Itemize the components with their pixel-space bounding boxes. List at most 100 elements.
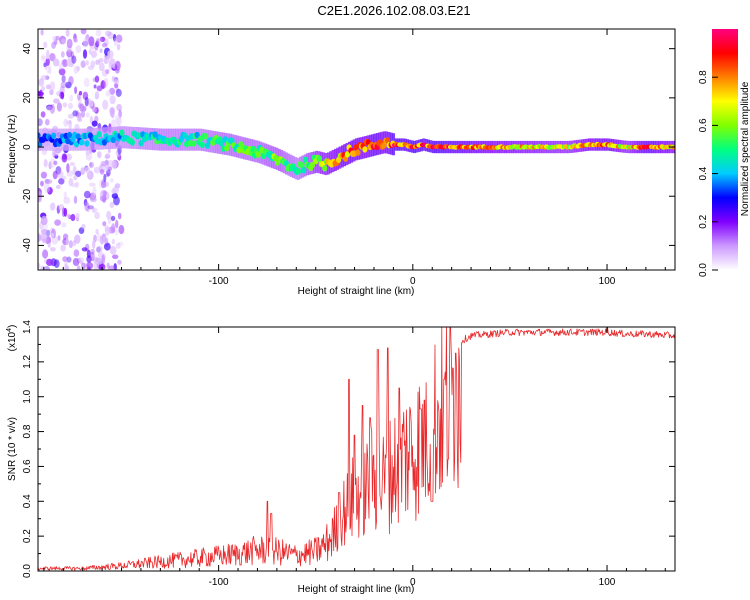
spectrogram-x-tick-label: 0 [410,276,416,287]
spectrogram-noise-cell [49,158,56,169]
spectrogram-panel: -100 0 100 -40 -20 0 20 40 Height of straight l… [7,28,676,297]
spectrogram-noise-cell [111,75,116,82]
spectrogram-halo-cell [194,128,197,151]
spectrogram-noise-cell [66,213,71,219]
spectrogram-noise-cell [77,257,85,263]
spectrogram-noise-cell [78,227,85,235]
spectrogram-noise-cell [98,178,105,189]
spectrogram-noise-cell [80,111,86,118]
spectrogram-noise-cell [46,64,50,74]
spectrogram-y-label: Frequency (Hz) [7,115,18,184]
spectrogram-noise-cell [76,265,81,270]
spectrogram-ridge-cell [129,139,135,146]
spectrogram-noise-cell [83,38,89,48]
spectrogram-noise-cell [105,153,111,159]
spectrogram-noise-cell [97,37,103,44]
spectrogram-noise-cell [86,266,91,270]
spectrogram-halo-cell [86,128,90,151]
spectrogram-y-tick-label: 0 [22,144,33,150]
spectrogram-noise-cell [46,49,50,60]
spectrogram-halo-cell [75,128,79,151]
spectrogram-halo-cell [84,128,88,151]
spectrogram-noise-cell [40,171,48,179]
spectrogram-noise-cell [54,219,61,226]
spectrogram-noise-cell [104,226,111,236]
spectrogram-noise-cell [58,68,66,76]
spectrogram-noise-cell [61,222,67,228]
spectrogram-noise-cell [63,263,69,270]
spectrogram-ridge-cell [119,129,125,136]
spectrogram-ridge-cell [362,146,368,153]
spectrogram-noise-cell [40,228,48,235]
spectrogram-noise-cell [117,241,124,246]
spectrogram-noise-cell [38,118,43,127]
spectrogram-noise-cell [89,161,95,169]
spectrogram-noise-cell [57,235,61,241]
spectrogram-noise-cell [38,78,44,84]
spectrogram-x-tick-label: -100 [209,276,229,287]
spectrogram-noise-cell [55,184,61,190]
spectrogram-noise-cell [45,118,50,126]
spectrogram-noise-cell [66,170,74,177]
spectrogram-noise-cell [90,197,97,203]
spectrogram-noise-cell [58,178,65,185]
spectrogram-noise-cell [72,258,80,266]
spectrogram-noise-cell [74,86,78,94]
colorbar-label: Normalized spectral amplitude [740,81,750,216]
spectrogram-noise-cell [80,167,86,176]
spectrogram-noise-cell [84,166,91,174]
spectrogram-noise-cell [108,265,116,270]
snr-panel: -100 0 100 0.0 0.2 0.4 0.6 0.8 1.0 1.2 1.4 Height … [6,320,676,595]
spectrogram-noise-cell [107,148,111,154]
spectrogram-noise-cell [92,207,96,214]
spectrogram-noise-cell [100,169,105,175]
spectrogram-noise-cell [48,161,52,170]
spectrogram-noise-cell [103,242,111,251]
spectrogram-noise-cell [106,169,111,177]
spectrogram-noise-cell [92,186,97,197]
snr-scale-label: (x104) [6,325,18,352]
spectrogram-noise-cell [109,107,116,115]
snr-scale-exponent: 4 [6,328,13,332]
spectrogram-noise-cell [45,179,53,184]
spectrogram-noise-cell [81,247,88,252]
spectrogram-noise-cell [86,262,94,270]
spectrogram-ridge-cell [79,139,85,146]
spectrogram-noise-cell [69,94,74,102]
spectrogram-noise-cell [101,69,108,77]
spectrogram-noise-cell [99,36,106,42]
spectrogram-noise-cell [61,154,68,163]
spectrogram-noise-cell [109,245,117,255]
spectrogram-noise-cell [88,182,96,187]
spectrogram-noise-cell [109,58,116,68]
spectrogram-noise-cell [115,242,121,249]
spectrogram-noise-cell [98,62,105,72]
spectrogram-noise-cell [104,159,109,166]
spectrogram-noise-cell [95,40,100,48]
spectrogram-noise-cell [41,55,48,60]
spectrogram-ridge-cell [295,168,301,175]
spectrogram-noise-cell [115,219,119,229]
spectrogram-noise-cell [54,154,59,159]
spectrogram-noise-cell [77,93,81,101]
spectrogram-noise-cell [85,112,90,118]
spectrogram-noise-cell [38,262,41,269]
spectrogram-noise-cell [65,237,69,246]
spectrogram-y-tick-label: -40 [22,238,33,253]
spectrogram-halo-cell [133,126,137,149]
spectrogram-noise-cell [55,35,60,41]
spectrogram-noise-cell [46,105,53,112]
spectrogram-ridge-cell [51,132,57,139]
spectrogram-noise-cell [112,34,117,42]
spectrogram-noise-cell [113,37,118,47]
snr-ticks: -100 0 100 0.0 0.2 0.4 0.6 0.8 1.0 1.2 1.4 [22,320,675,588]
spectrogram-noise-cell [73,38,78,43]
spectrogram-noise-cell [115,34,123,43]
spectrogram-noise-cell [99,48,103,53]
spectrogram-noise-cell [110,215,116,222]
spectrogram-noise-cell [63,207,68,217]
spectrogram-noise-cell [107,50,114,59]
spectrogram-noise-cell [110,119,117,127]
spectrogram-noise-cell [89,162,93,168]
spectrogram-noise-cell [104,181,109,188]
